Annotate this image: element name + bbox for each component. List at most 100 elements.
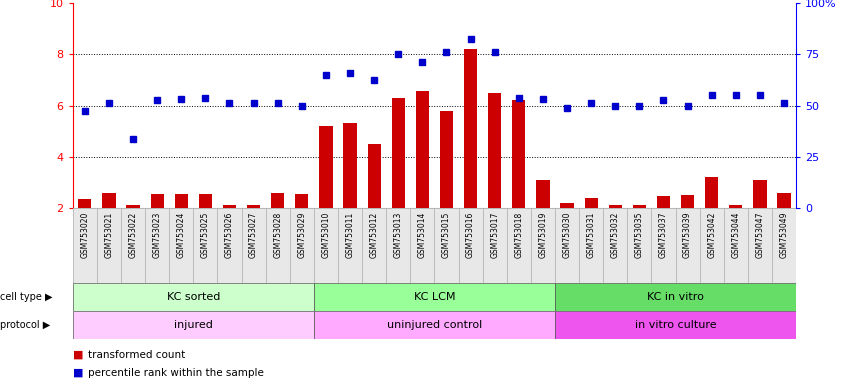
Bar: [777, 193, 791, 208]
Bar: [343, 123, 357, 208]
Bar: [753, 180, 766, 208]
Text: GSM753016: GSM753016: [466, 212, 475, 258]
Bar: [416, 91, 429, 208]
Bar: [127, 205, 140, 208]
Bar: [579, 208, 603, 283]
Bar: [73, 283, 314, 311]
Bar: [723, 208, 748, 283]
Bar: [199, 194, 212, 208]
Bar: [633, 205, 646, 208]
Bar: [367, 144, 381, 208]
Text: GSM753047: GSM753047: [755, 212, 764, 258]
Bar: [507, 208, 531, 283]
Bar: [681, 195, 694, 208]
Bar: [338, 208, 362, 283]
Text: GSM753025: GSM753025: [201, 212, 210, 258]
Bar: [289, 208, 314, 283]
Bar: [555, 311, 796, 339]
Text: KC LCM: KC LCM: [413, 292, 455, 302]
Text: GSM753014: GSM753014: [418, 212, 427, 258]
Bar: [223, 205, 236, 208]
Bar: [488, 93, 502, 208]
Bar: [265, 208, 289, 283]
Bar: [169, 208, 193, 283]
Text: GSM753039: GSM753039: [683, 212, 693, 258]
Text: uninjured control: uninjured control: [387, 320, 482, 330]
Bar: [675, 208, 699, 283]
Text: GSM753029: GSM753029: [297, 212, 306, 258]
Text: GSM753012: GSM753012: [370, 212, 378, 258]
Text: GSM753013: GSM753013: [394, 212, 403, 258]
Bar: [627, 208, 651, 283]
Text: GSM753044: GSM753044: [731, 212, 740, 258]
Bar: [748, 208, 772, 283]
Bar: [151, 194, 163, 208]
Text: GSM753011: GSM753011: [346, 212, 354, 258]
Text: GSM753028: GSM753028: [273, 212, 282, 258]
Text: GSM753023: GSM753023: [152, 212, 162, 258]
Text: protocol ▶: protocol ▶: [0, 320, 51, 330]
Bar: [97, 208, 121, 283]
Text: GSM753024: GSM753024: [176, 212, 186, 258]
Bar: [314, 208, 338, 283]
Bar: [362, 208, 386, 283]
Text: GSM753021: GSM753021: [104, 212, 114, 258]
Bar: [531, 208, 555, 283]
Bar: [217, 208, 241, 283]
Bar: [585, 198, 597, 208]
Bar: [657, 197, 670, 208]
Bar: [483, 208, 507, 283]
Bar: [410, 208, 434, 283]
Text: GSM753042: GSM753042: [707, 212, 716, 258]
Bar: [537, 180, 550, 208]
Text: GSM753032: GSM753032: [610, 212, 620, 258]
Bar: [609, 205, 621, 208]
Bar: [73, 311, 314, 339]
Bar: [440, 111, 453, 208]
Text: GSM753027: GSM753027: [249, 212, 259, 258]
Bar: [555, 283, 796, 311]
Bar: [386, 208, 410, 283]
Bar: [78, 199, 92, 208]
Bar: [729, 205, 742, 208]
Bar: [314, 283, 555, 311]
Text: in vitro culture: in vitro culture: [634, 320, 716, 330]
Bar: [512, 100, 526, 208]
Bar: [193, 208, 217, 283]
Bar: [434, 208, 459, 283]
Text: GSM753026: GSM753026: [225, 212, 234, 258]
Text: ■: ■: [73, 368, 83, 378]
Text: transformed count: transformed count: [88, 350, 186, 360]
Text: GSM753018: GSM753018: [514, 212, 523, 258]
Bar: [295, 194, 308, 208]
Bar: [319, 126, 332, 208]
Bar: [121, 208, 146, 283]
Bar: [459, 208, 483, 283]
Bar: [271, 193, 284, 208]
Text: GSM753030: GSM753030: [562, 212, 572, 258]
Bar: [103, 193, 116, 208]
Text: GSM753049: GSM753049: [780, 212, 788, 258]
Bar: [705, 177, 718, 208]
Bar: [561, 203, 574, 208]
Bar: [464, 49, 477, 208]
Text: GSM753020: GSM753020: [80, 212, 89, 258]
Text: KC sorted: KC sorted: [167, 292, 220, 302]
Text: GSM753031: GSM753031: [586, 212, 596, 258]
Bar: [175, 194, 187, 208]
Bar: [314, 311, 555, 339]
Bar: [73, 208, 97, 283]
Text: GSM753015: GSM753015: [442, 212, 451, 258]
Text: cell type ▶: cell type ▶: [0, 292, 52, 302]
Bar: [603, 208, 627, 283]
Text: GSM753010: GSM753010: [321, 212, 330, 258]
Bar: [247, 205, 260, 208]
Bar: [392, 98, 405, 208]
Text: GSM753035: GSM753035: [635, 212, 644, 258]
Text: percentile rank within the sample: percentile rank within the sample: [88, 368, 264, 378]
Text: injured: injured: [174, 320, 213, 330]
Bar: [699, 208, 723, 283]
Bar: [241, 208, 265, 283]
Text: GSM753022: GSM753022: [128, 212, 138, 258]
Bar: [555, 208, 579, 283]
